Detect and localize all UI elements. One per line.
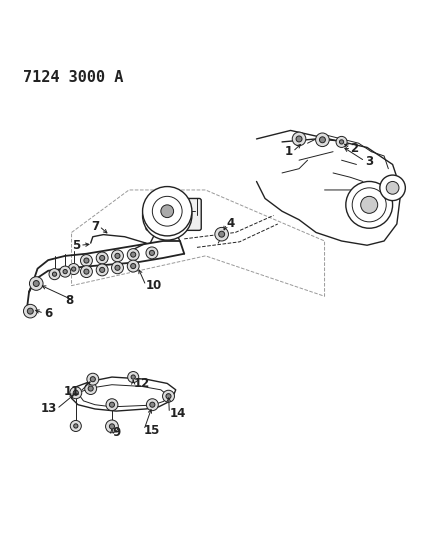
Circle shape xyxy=(296,136,302,142)
Text: 1: 1 xyxy=(285,145,293,158)
Circle shape xyxy=(68,263,79,274)
Circle shape xyxy=(339,140,344,144)
Circle shape xyxy=(96,252,108,264)
Text: 7124 3000 A: 7124 3000 A xyxy=(23,70,123,85)
Circle shape xyxy=(163,390,175,402)
Circle shape xyxy=(115,253,120,259)
Circle shape xyxy=(219,231,225,237)
Text: 11: 11 xyxy=(64,385,80,399)
Text: 10: 10 xyxy=(146,279,162,292)
Circle shape xyxy=(149,251,155,255)
Circle shape xyxy=(143,191,192,240)
Circle shape xyxy=(100,268,105,272)
Circle shape xyxy=(292,132,306,146)
Circle shape xyxy=(71,267,76,271)
Circle shape xyxy=(131,375,135,379)
Circle shape xyxy=(115,265,120,270)
Circle shape xyxy=(30,277,43,290)
Circle shape xyxy=(59,266,71,277)
Circle shape xyxy=(127,260,139,272)
Text: 9: 9 xyxy=(112,426,120,439)
Circle shape xyxy=(352,188,386,222)
Circle shape xyxy=(127,248,139,261)
Circle shape xyxy=(143,187,192,236)
Circle shape xyxy=(84,258,89,263)
Circle shape xyxy=(166,394,171,399)
Circle shape xyxy=(361,196,378,213)
Text: 2: 2 xyxy=(350,142,358,155)
Circle shape xyxy=(73,390,78,395)
Circle shape xyxy=(52,272,56,276)
Circle shape xyxy=(80,255,92,266)
Circle shape xyxy=(24,304,37,318)
Circle shape xyxy=(131,252,136,257)
Text: 4: 4 xyxy=(227,217,235,230)
Circle shape xyxy=(90,377,95,382)
Circle shape xyxy=(27,308,33,314)
Circle shape xyxy=(70,387,82,399)
Circle shape xyxy=(49,269,60,280)
Circle shape xyxy=(112,250,123,262)
Circle shape xyxy=(74,424,78,428)
Circle shape xyxy=(131,263,136,269)
Text: 8: 8 xyxy=(65,294,74,307)
Circle shape xyxy=(128,372,139,383)
Circle shape xyxy=(160,208,175,223)
Circle shape xyxy=(150,402,155,407)
Circle shape xyxy=(106,399,118,410)
Circle shape xyxy=(33,280,39,286)
Circle shape xyxy=(152,196,182,226)
Circle shape xyxy=(346,181,392,228)
Circle shape xyxy=(146,247,158,259)
Circle shape xyxy=(110,424,115,429)
Text: 6: 6 xyxy=(44,307,52,320)
Circle shape xyxy=(161,205,174,217)
Circle shape xyxy=(215,228,229,241)
Circle shape xyxy=(386,181,399,194)
Circle shape xyxy=(70,421,81,432)
Circle shape xyxy=(319,137,325,143)
FancyBboxPatch shape xyxy=(146,198,201,230)
Circle shape xyxy=(149,198,185,233)
Text: 13: 13 xyxy=(40,402,56,415)
Text: 5: 5 xyxy=(72,239,80,252)
Text: 15: 15 xyxy=(144,424,160,437)
Circle shape xyxy=(87,373,99,385)
Circle shape xyxy=(146,399,158,410)
Circle shape xyxy=(80,265,92,278)
Text: 14: 14 xyxy=(169,407,186,419)
Circle shape xyxy=(106,420,118,433)
Text: 12: 12 xyxy=(133,377,149,390)
Text: 3: 3 xyxy=(365,155,373,167)
Circle shape xyxy=(100,255,105,261)
Circle shape xyxy=(96,264,108,276)
Circle shape xyxy=(112,262,123,274)
Circle shape xyxy=(84,269,89,274)
Circle shape xyxy=(85,383,97,394)
Circle shape xyxy=(315,133,329,147)
Circle shape xyxy=(110,402,115,407)
Circle shape xyxy=(336,136,347,148)
Circle shape xyxy=(88,386,93,391)
Circle shape xyxy=(380,175,405,200)
Circle shape xyxy=(63,270,67,274)
Text: 7: 7 xyxy=(91,220,99,232)
